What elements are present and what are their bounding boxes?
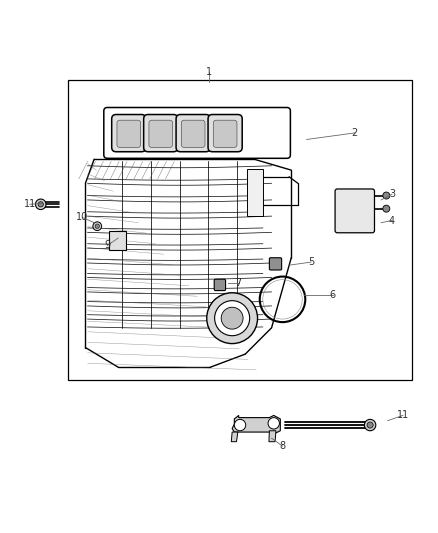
FancyBboxPatch shape bbox=[117, 120, 141, 147]
Circle shape bbox=[383, 192, 390, 199]
Text: 8: 8 bbox=[279, 441, 286, 451]
Circle shape bbox=[95, 224, 99, 229]
FancyBboxPatch shape bbox=[104, 108, 290, 158]
FancyBboxPatch shape bbox=[335, 189, 374, 233]
FancyBboxPatch shape bbox=[214, 279, 226, 290]
Text: 5: 5 bbox=[308, 257, 314, 267]
Circle shape bbox=[38, 201, 43, 207]
Text: 4: 4 bbox=[389, 215, 395, 225]
Circle shape bbox=[221, 307, 243, 329]
Bar bbox=[68, 80, 412, 381]
FancyBboxPatch shape bbox=[144, 115, 178, 152]
Text: 11: 11 bbox=[397, 410, 409, 421]
Circle shape bbox=[207, 293, 258, 344]
FancyBboxPatch shape bbox=[176, 115, 210, 152]
Polygon shape bbox=[109, 231, 126, 250]
Circle shape bbox=[364, 419, 376, 431]
FancyBboxPatch shape bbox=[213, 120, 237, 147]
FancyBboxPatch shape bbox=[269, 258, 282, 270]
Text: 11: 11 bbox=[24, 199, 36, 209]
FancyBboxPatch shape bbox=[181, 120, 205, 147]
Text: 3: 3 bbox=[389, 189, 395, 199]
Circle shape bbox=[215, 301, 250, 336]
Text: 7: 7 bbox=[236, 278, 242, 288]
Circle shape bbox=[93, 222, 102, 231]
Circle shape bbox=[268, 418, 279, 429]
Polygon shape bbox=[269, 431, 276, 442]
Circle shape bbox=[383, 205, 390, 212]
Circle shape bbox=[234, 419, 246, 431]
Circle shape bbox=[35, 199, 46, 209]
Circle shape bbox=[367, 422, 373, 428]
Polygon shape bbox=[339, 193, 371, 200]
Text: 10: 10 bbox=[76, 213, 88, 222]
Polygon shape bbox=[247, 169, 263, 216]
Text: 6: 6 bbox=[330, 290, 336, 300]
FancyBboxPatch shape bbox=[149, 120, 173, 147]
Polygon shape bbox=[231, 432, 238, 442]
FancyBboxPatch shape bbox=[112, 115, 146, 152]
Text: 2: 2 bbox=[352, 128, 358, 138]
Polygon shape bbox=[232, 415, 280, 433]
Text: 1: 1 bbox=[206, 67, 212, 77]
FancyBboxPatch shape bbox=[208, 115, 242, 152]
Text: 9: 9 bbox=[104, 240, 110, 251]
